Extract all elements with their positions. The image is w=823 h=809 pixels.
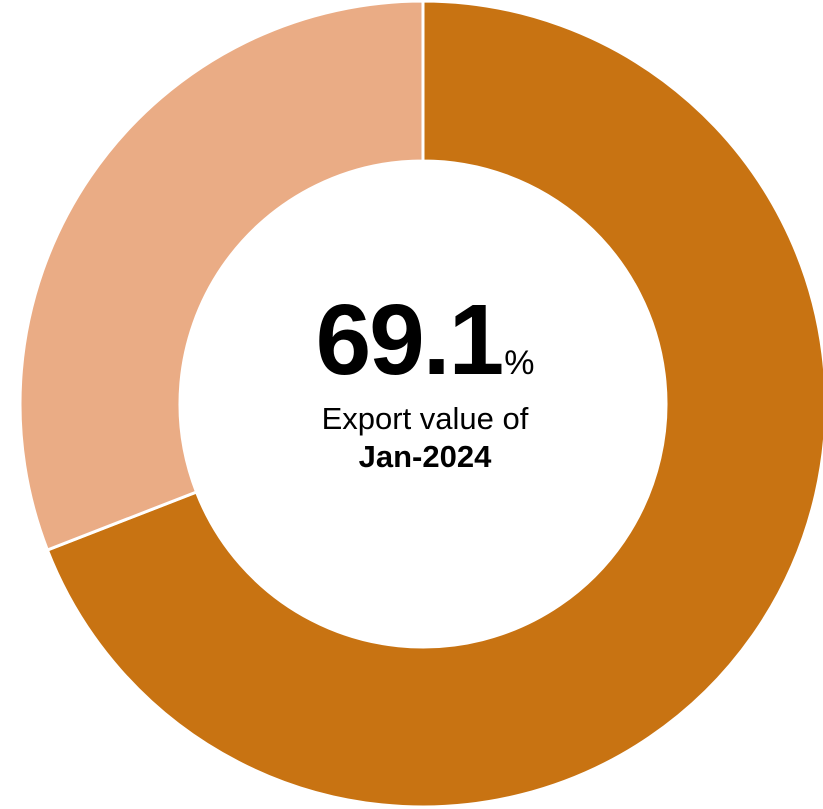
headline-percentage: 69.1%: [255, 290, 595, 390]
donut-slices: [18, 0, 823, 809]
headline-value: 69.1: [315, 284, 505, 396]
center-period: Jan-2024: [358, 439, 492, 475]
headline-unit: %: [504, 344, 535, 382]
donut-slice-0: [45, 0, 823, 809]
center-label: 69.1% Export value of Jan-2024: [255, 290, 595, 477]
donut-slice-1: [18, 0, 425, 552]
center-caption: Export value of: [321, 401, 529, 436]
